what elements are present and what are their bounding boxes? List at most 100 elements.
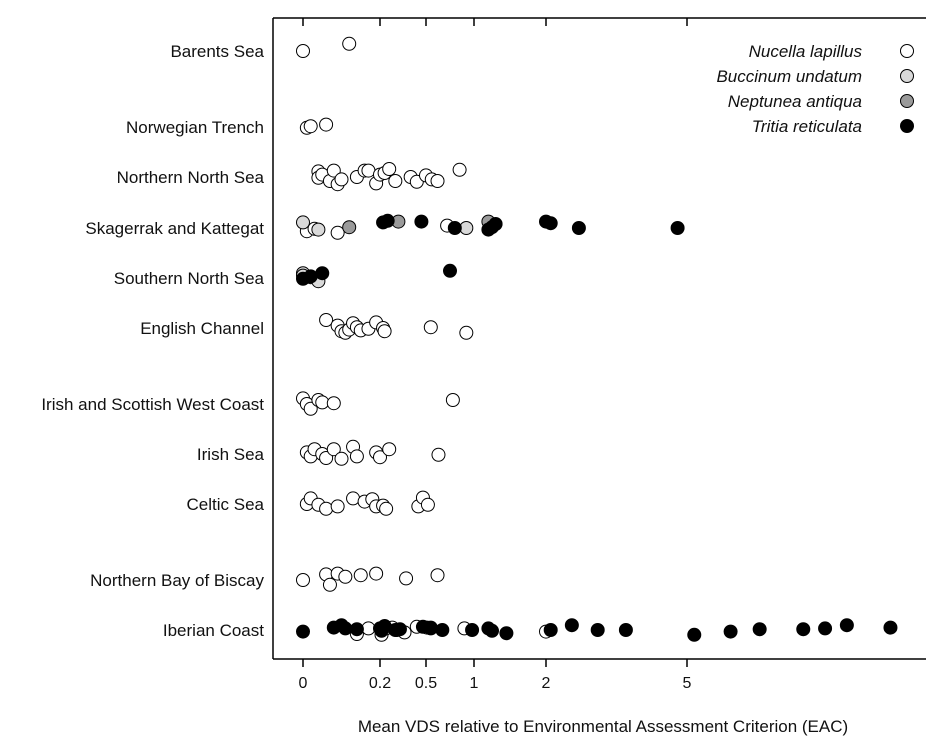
data-point — [465, 623, 480, 637]
data-point — [315, 395, 330, 410]
data-point — [392, 622, 407, 637]
data-point — [399, 571, 414, 586]
data-point — [388, 174, 403, 188]
data-point — [322, 577, 337, 592]
region-label: Southern North Sea — [114, 269, 265, 288]
region-label: Skagerrak and Kattegat — [85, 219, 264, 238]
region-label: Barents Sea — [170, 42, 264, 61]
data-point — [326, 396, 341, 411]
region-labels: Barents Sea Norwegian Trench Northern Nort… — [41, 42, 264, 640]
data-point — [571, 221, 586, 235]
data-point — [452, 162, 467, 177]
legend-marker — [900, 44, 914, 58]
data-point — [342, 220, 357, 235]
data-point — [330, 499, 345, 514]
data-point — [443, 263, 457, 278]
data-point — [326, 442, 341, 457]
data-point — [420, 497, 435, 512]
data-point — [499, 626, 514, 641]
data-point — [447, 221, 462, 235]
legend-marker — [900, 119, 914, 133]
data-point — [353, 568, 368, 583]
data-point — [296, 573, 310, 587]
data-point — [564, 618, 579, 633]
data-point — [319, 451, 334, 465]
region-label: Celtic Sea — [187, 495, 265, 514]
x-tick-label: 0.5 — [415, 675, 437, 692]
data-point — [430, 568, 445, 583]
data-point — [590, 623, 605, 637]
data-point — [431, 447, 446, 462]
data-point — [369, 566, 384, 581]
data-point — [326, 163, 341, 178]
data-point — [377, 324, 392, 339]
data-point — [303, 401, 318, 416]
data-point — [346, 491, 361, 506]
data-point — [459, 325, 474, 340]
data-point — [311, 222, 326, 237]
data-point — [382, 162, 397, 176]
region-label: Norwegian Trench — [126, 118, 264, 137]
legend-marker — [900, 94, 914, 108]
data-point — [414, 214, 429, 229]
x-tick-label: 0 — [299, 675, 308, 692]
data-point — [338, 569, 353, 584]
data-points — [296, 36, 898, 642]
region-label: Irish Sea — [197, 445, 265, 464]
data-point — [349, 449, 364, 464]
plot-axes — [272, 18, 926, 660]
data-point — [338, 621, 353, 636]
data-point — [543, 623, 558, 637]
data-point — [543, 216, 558, 231]
data-point — [423, 621, 438, 636]
legend-marker — [900, 69, 914, 83]
data-point — [303, 269, 318, 284]
data-point — [296, 624, 310, 639]
x-tick-label: 2 — [542, 675, 551, 692]
data-point — [796, 622, 811, 637]
region-label: English Channel — [140, 319, 264, 338]
data-point — [687, 627, 702, 642]
data-point — [485, 623, 499, 638]
data-point — [752, 622, 767, 637]
region-label: Northern North Sea — [117, 168, 265, 187]
data-point — [334, 451, 349, 466]
data-point — [839, 618, 854, 633]
data-point — [430, 174, 445, 188]
data-point — [361, 163, 376, 178]
data-point — [315, 266, 330, 281]
data-point — [296, 44, 310, 58]
data-point — [319, 313, 334, 327]
data-point — [818, 621, 833, 636]
data-point — [445, 393, 460, 407]
legend-label: Neptunea antiqua — [728, 92, 862, 111]
data-point — [342, 36, 357, 51]
data-point — [319, 501, 334, 516]
data-point — [379, 501, 394, 516]
data-point — [330, 225, 345, 240]
region-label: Iberian Coast — [163, 621, 264, 640]
data-point — [373, 450, 387, 465]
legend-label: Nucella lapillus — [749, 42, 863, 61]
region-label: Irish and Scottish West Coast — [41, 395, 264, 414]
x-axis-title: Mean VDS relative to Environmental Asses… — [358, 717, 848, 736]
data-point — [883, 620, 898, 635]
data-point — [319, 117, 334, 132]
data-point — [723, 624, 738, 639]
x-tick-label: 5 — [683, 675, 692, 692]
data-point — [382, 442, 397, 457]
data-point — [435, 623, 450, 637]
data-point — [488, 217, 503, 231]
data-point — [303, 119, 318, 134]
x-axis-ticks: 0 0.2 0.5 1 2 5 — [273, 17, 926, 692]
data-point — [296, 215, 310, 230]
legend-label: Tritia reticulata — [752, 117, 862, 136]
data-point — [334, 172, 349, 187]
data-point — [380, 213, 395, 228]
data-point — [618, 623, 633, 637]
legend: Nucella lapillus Buccinum undatum Neptunea… — [716, 42, 914, 136]
legend-label: Buccinum undatum — [716, 67, 862, 86]
data-point — [670, 221, 685, 235]
data-point — [349, 622, 364, 637]
